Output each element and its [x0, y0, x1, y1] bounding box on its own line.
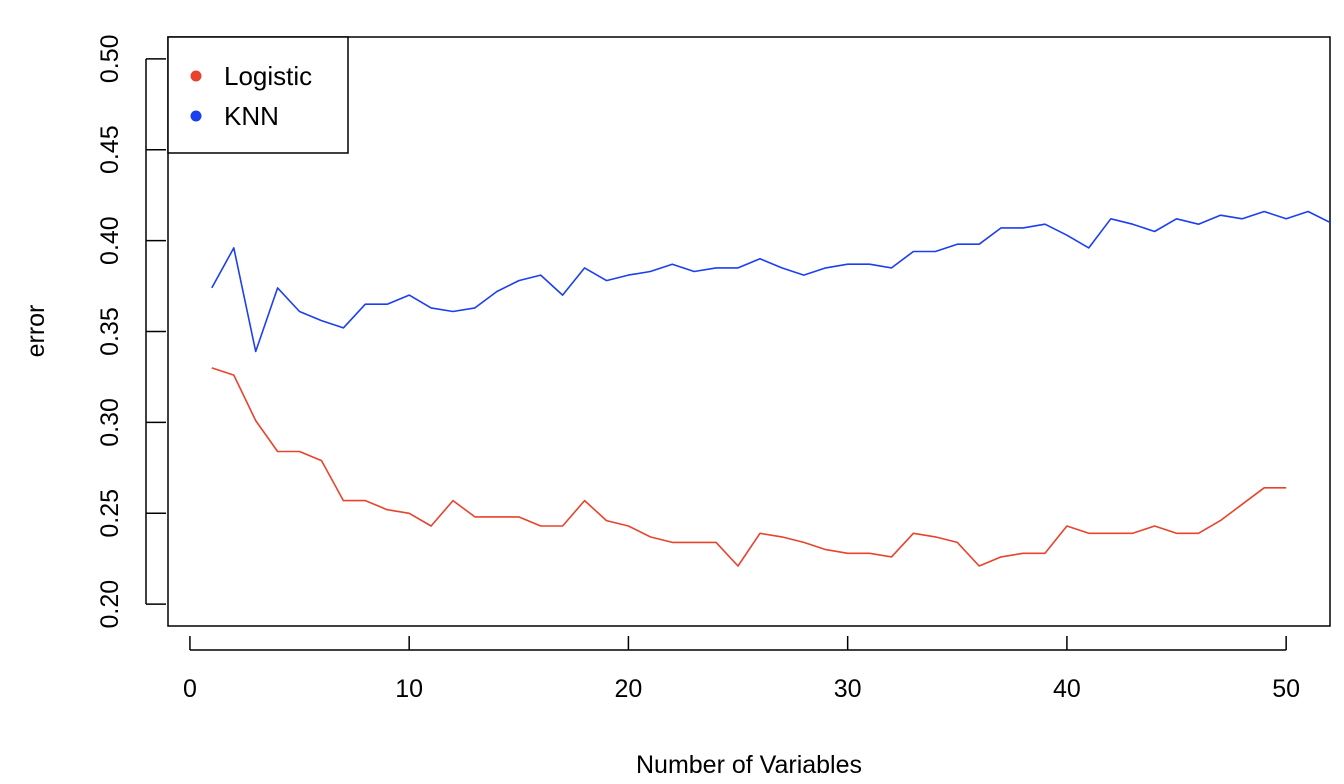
- x-tick-label: 20: [615, 675, 643, 703]
- y-tick-label: 0.20: [96, 580, 124, 629]
- legend-label-knn: KNN: [224, 101, 279, 131]
- x-tick-label: 50: [1272, 675, 1300, 703]
- x-tick-label: 0: [183, 675, 197, 703]
- x-tick-label: 40: [1053, 675, 1081, 703]
- series-layer: [211, 210, 1330, 567]
- legend-marker-logistic: [190, 70, 202, 82]
- legend-label-logistic: Logistic: [224, 61, 312, 91]
- x-tick-label: 30: [834, 675, 862, 703]
- y-tick-label: 0.35: [96, 307, 124, 356]
- legend-marker-knn: [190, 110, 202, 122]
- y-tick-label: 0.40: [96, 216, 124, 265]
- x-axis-title: Number of Variables: [636, 751, 862, 779]
- y-tick-label: 0.50: [96, 34, 124, 83]
- legend-box: [167, 36, 349, 154]
- y-axis: 0.20 0.25 0.30 0.35 0.40 0.45 0.50: [96, 34, 166, 629]
- x-axis: 0 10 20 30 40 50: [183, 636, 1300, 703]
- plot-frame: [167, 36, 1331, 627]
- series-line-knn: [211, 210, 1330, 353]
- series-line-logistic: [211, 367, 1287, 567]
- y-tick-label: 0.25: [96, 489, 124, 538]
- legend: Logistic KNN: [167, 36, 349, 154]
- y-tick-label: 0.45: [96, 125, 124, 174]
- y-axis-title: error: [22, 305, 50, 358]
- x-tick-label: 10: [395, 675, 423, 703]
- y-tick-label: 0.30: [96, 398, 124, 447]
